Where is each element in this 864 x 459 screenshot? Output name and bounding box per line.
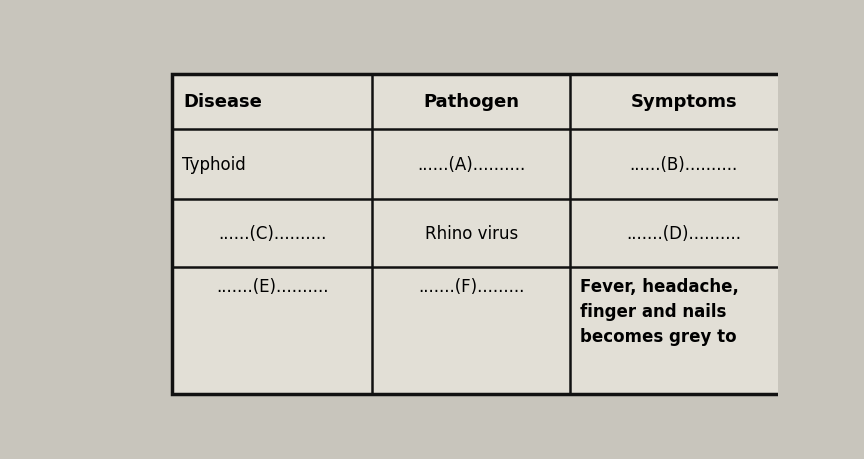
Text: Rhino virus: Rhino virus (424, 224, 518, 242)
Text: .......(E)..........: .......(E).......... (216, 278, 328, 296)
Bar (372, 200, 570, 267)
Text: ......(B)..........: ......(B).......... (630, 156, 738, 174)
Text: Typhoid: Typhoid (181, 156, 245, 174)
Bar (372, 74, 570, 129)
Bar (172, 74, 372, 129)
Text: Pathogen: Pathogen (423, 93, 519, 111)
Text: Symptoms: Symptoms (631, 93, 737, 111)
Bar (570, 74, 797, 129)
Bar (570, 267, 797, 394)
Bar (172, 267, 372, 394)
Text: Disease: Disease (184, 93, 263, 111)
Bar (570, 200, 797, 267)
Text: .......(F).........: .......(F)......... (418, 278, 524, 296)
Bar (172, 200, 372, 267)
Text: ......(A)..........: ......(A).......... (417, 156, 525, 174)
Bar (570, 129, 797, 200)
Bar (372, 129, 570, 200)
Text: .......(D)..........: .......(D).......... (626, 224, 741, 242)
Bar (172, 129, 372, 200)
Text: Fever, headache,
finger and nails
becomes grey to: Fever, headache, finger and nails become… (580, 278, 739, 346)
Bar (372, 267, 570, 394)
Text: ......(C)..........: ......(C).......... (218, 224, 327, 242)
